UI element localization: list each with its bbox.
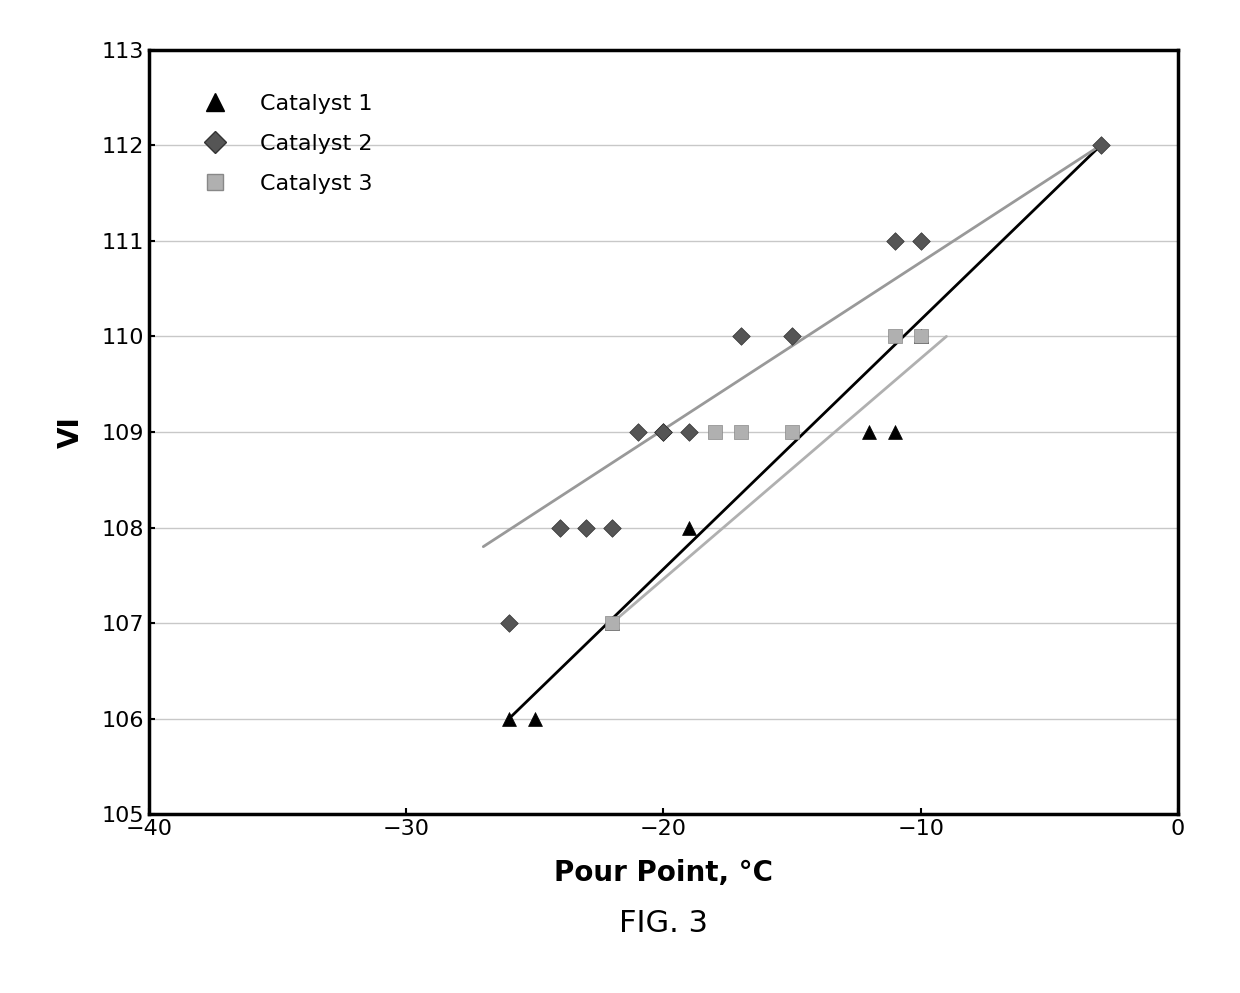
Point [730,424,750,440]
Point [525,711,544,727]
Point [653,424,673,440]
Point [885,232,905,248]
Point [730,329,750,345]
Point [859,424,879,440]
Point [601,519,621,535]
Point [885,329,905,345]
X-axis label: Pour Point, °C: Pour Point, °C [554,859,773,887]
Point [627,424,647,440]
Point [885,424,905,440]
Point [601,616,621,632]
Point [910,329,930,345]
Point [782,329,802,345]
Point [1091,137,1111,153]
Point [704,424,724,440]
Point [782,424,802,440]
Point [601,616,621,632]
Y-axis label: VI: VI [57,416,84,448]
Point [680,424,699,440]
Point [577,519,596,535]
Point [910,232,930,248]
Point [498,711,518,727]
Point [680,519,699,535]
Point [653,424,673,440]
Text: FIG. 3: FIG. 3 [619,909,708,938]
Legend: Catalyst 1, Catalyst 2, Catalyst 3: Catalyst 1, Catalyst 2, Catalyst 3 [171,71,394,216]
Point [551,519,570,535]
Point [910,329,930,345]
Point [910,329,930,345]
Point [498,616,518,632]
